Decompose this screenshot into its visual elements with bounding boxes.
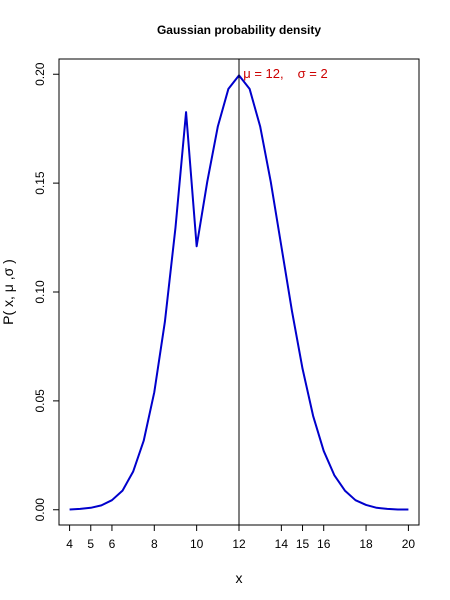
x-tick-label: 15 [296,537,310,551]
chart-title: Gaussian probability density [157,23,321,37]
x-tick-label: 4 [66,537,73,551]
y-tick-label: 0.00 [33,498,47,522]
mu-symbol: μ [243,66,251,81]
y-axis: 0.00 0.05 0.10 0.15 0.20 [33,62,59,521]
sigma-value: = 2 [306,66,328,81]
x-axis-label: x [236,570,243,586]
y-tick-label: 0.15 [33,171,47,195]
x-tick-label: 20 [402,537,416,551]
x-tick-label: 12 [232,537,246,551]
x-tick-label: 10 [190,537,204,551]
x-tick-label: 16 [317,537,331,551]
mu-sigma-annotation: μ = 12, σ = 2 [243,66,327,81]
y-axis-label: P( x, μ ,σ ) [0,259,16,325]
x-axis: 4 5 6 8 10 12 14 15 16 18 20 [66,525,415,551]
y-tick-label: 0.20 [33,62,47,86]
x-tick-label: 18 [359,537,373,551]
y-tick-label: 0.10 [33,280,47,304]
x-tick-label: 6 [109,537,116,551]
x-tick-label: 8 [151,537,158,551]
x-tick-label: 5 [87,537,94,551]
mu-value: = 12, [251,66,284,81]
sigma-symbol: σ [298,66,306,81]
y-tick-label: 0.05 [33,389,47,413]
x-tick-label: 14 [275,537,289,551]
